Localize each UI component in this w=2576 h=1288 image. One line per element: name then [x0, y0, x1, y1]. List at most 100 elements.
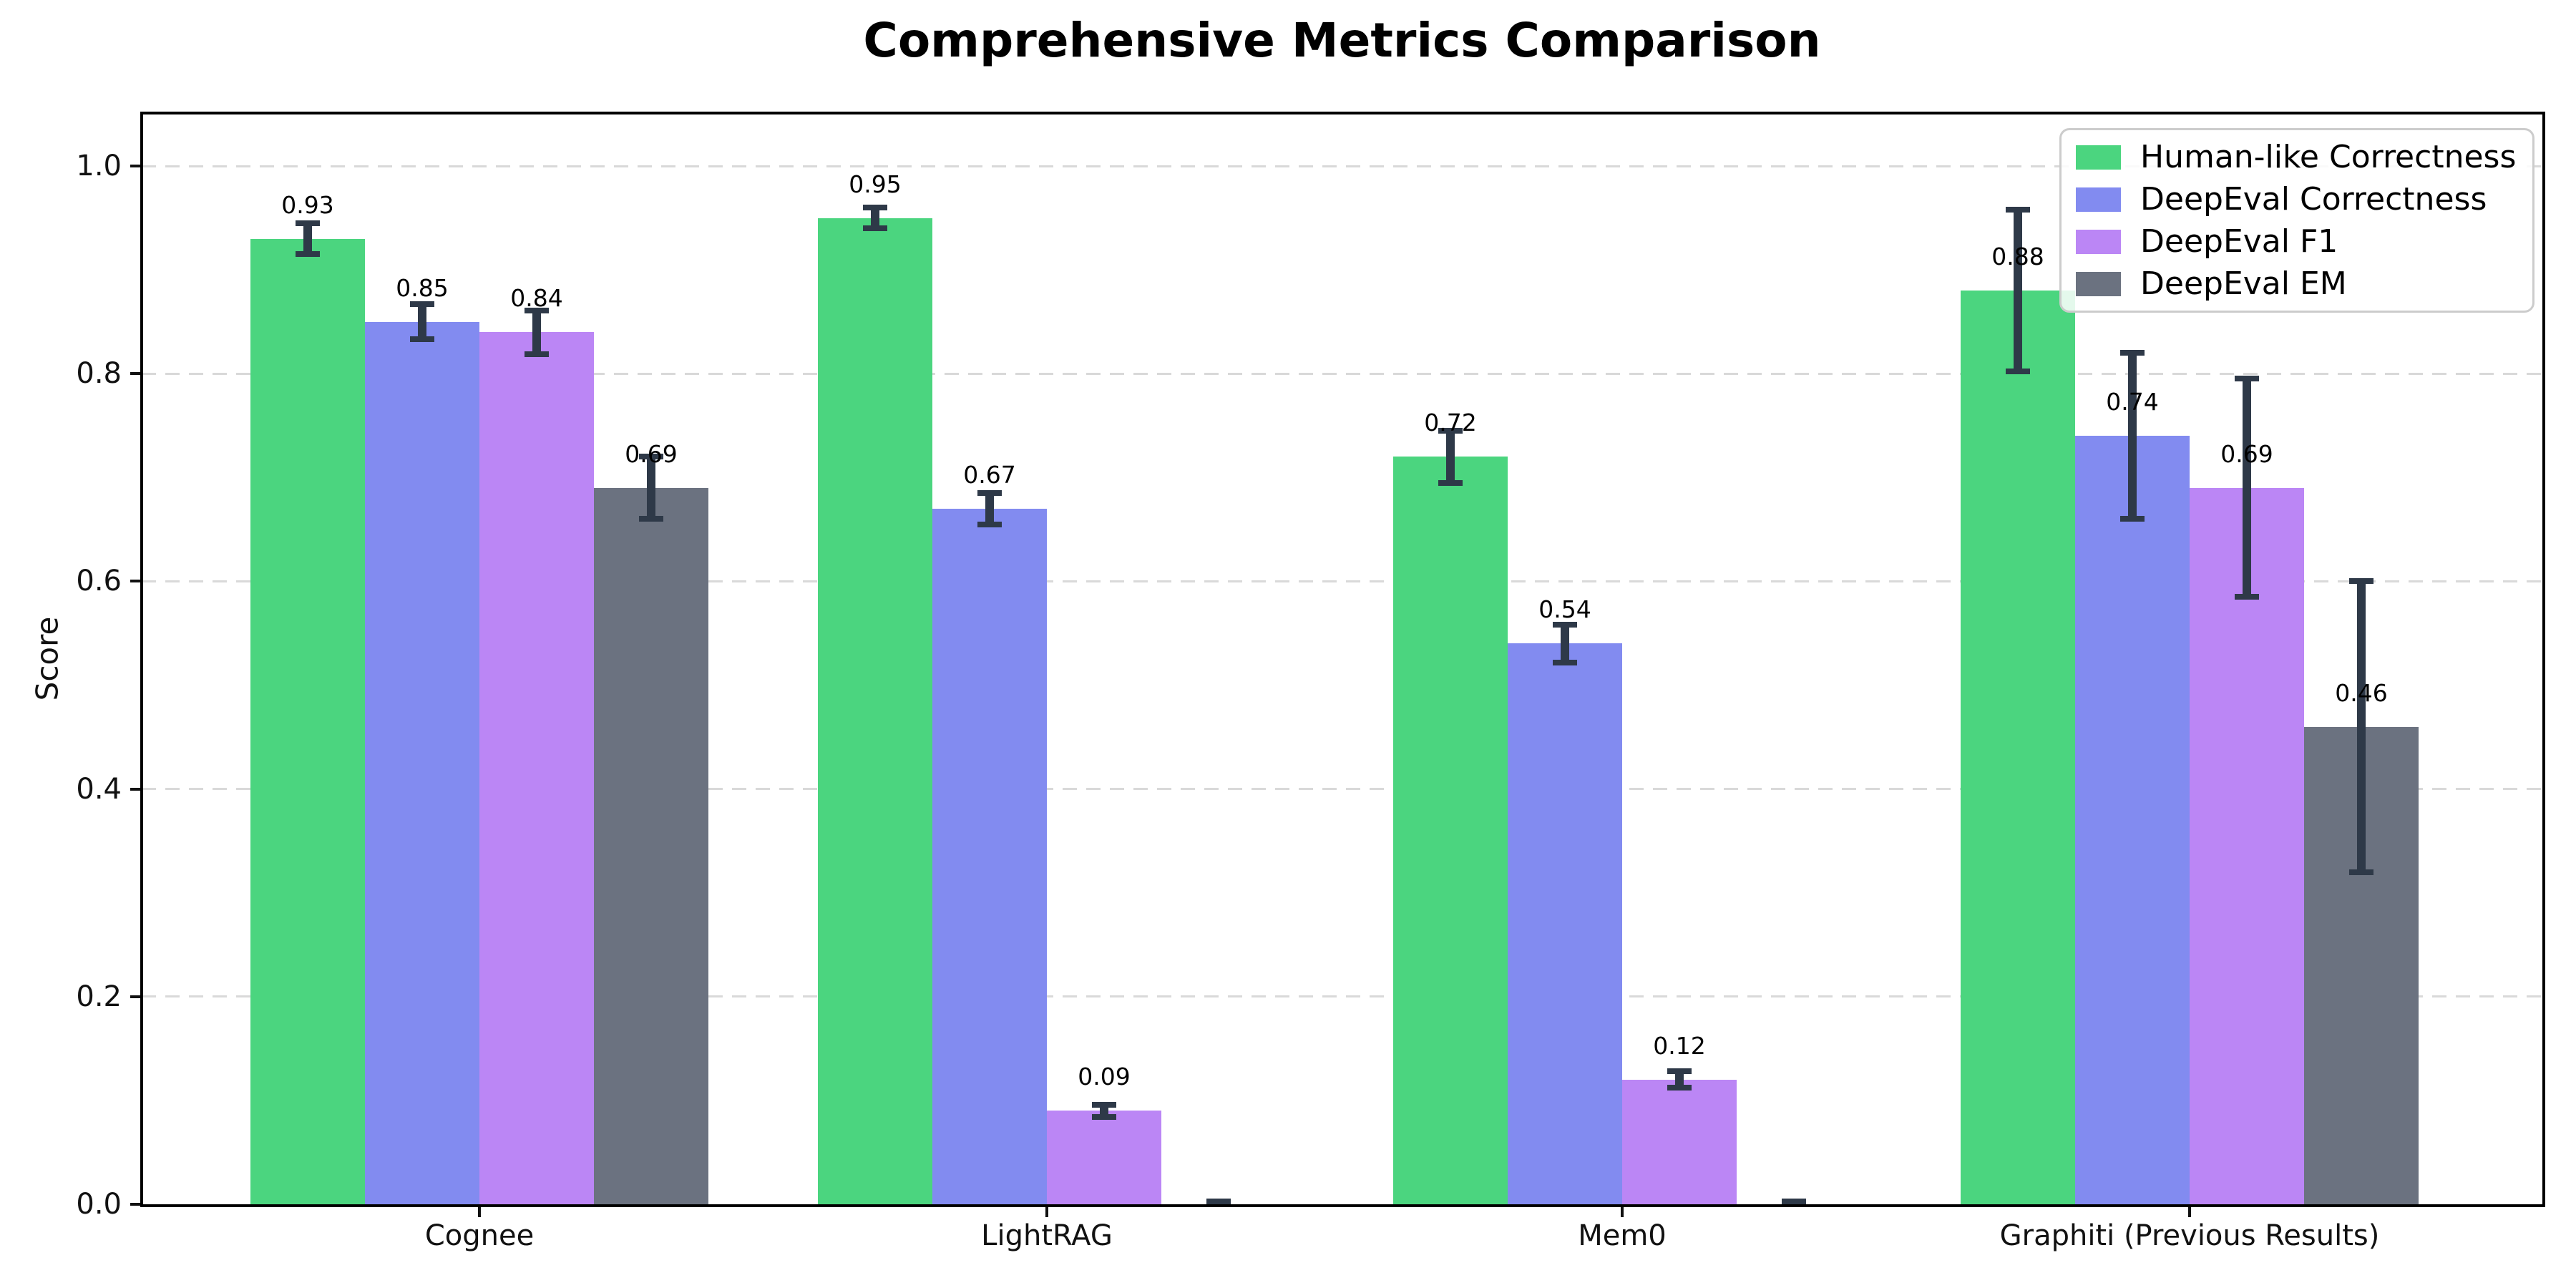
error-bar-cap-bottom [1667, 1085, 1692, 1091]
error-bar-cap-bottom [2006, 369, 2030, 375]
error-bar-cap-bottom [410, 336, 434, 343]
legend-label: DeepEval F1 [2140, 223, 2338, 260]
error-bar-cap-top [1092, 1101, 1116, 1108]
y-tick-mark [130, 165, 142, 167]
error-bar-cap-top [977, 490, 1002, 497]
error-bar-stem [1446, 431, 1455, 483]
legend-label: Human-like Correctness [2140, 139, 2517, 175]
bar [1393, 457, 1508, 1204]
y-tick-mark [130, 787, 142, 791]
error-bar-cap-bottom [639, 516, 663, 522]
x-tick-label: Cognee [424, 1219, 535, 1252]
error-bar-cap-top [1438, 428, 1463, 434]
error-bar-cap-top [2235, 376, 2259, 382]
y-tick-label: 0.0 [76, 1188, 122, 1221]
bar [1961, 291, 2075, 1204]
bar-value-label: 0.88 [1991, 243, 2044, 271]
gridline [142, 580, 2542, 582]
legend: Human-like Correctness DeepEval Correctne… [2059, 128, 2534, 313]
error-bar-cap-top [296, 220, 320, 226]
error-bar-stem [1675, 1071, 1684, 1088]
error-bar-cap-top [1206, 1198, 1231, 1204]
legend-label: DeepEval Correctness [2140, 181, 2487, 218]
bar [250, 238, 365, 1204]
legend-item: DeepEval F1 [2076, 223, 2518, 260]
bar-value-label: 0.69 [625, 439, 678, 468]
error-bar-stem [2357, 581, 2366, 872]
error-bar-cap-top [1553, 622, 1577, 628]
error-bar-cap-bottom [296, 251, 320, 258]
legend-item: DeepEval Correctness [2076, 181, 2518, 218]
bar [594, 487, 708, 1204]
error-bar-cap-top [2006, 206, 2030, 213]
legend-label: DeepEval EM [2140, 265, 2347, 302]
error-bar-cap-bottom [2235, 594, 2259, 600]
gridline [142, 165, 2542, 167]
bar-value-label: 0.12 [1653, 1031, 1706, 1060]
error-bar-cap-bottom [525, 351, 549, 357]
bar-value-label: 0.46 [2335, 678, 2388, 707]
bar-value-label: 0.72 [1424, 409, 1477, 437]
error-bar-stem [647, 457, 655, 519]
bar [932, 508, 1047, 1204]
error-bar-stem [418, 303, 426, 340]
plot-area: 0.93 0.95 0.72 0.88 0.85 0.67 0.54 0.74 0.84 0.09… [142, 113, 2542, 1204]
error-bar-cap-bottom [977, 521, 1002, 527]
bar [818, 218, 932, 1204]
chart-title: Comprehensive Metrics Comparison [863, 13, 1821, 68]
error-bar-stem [303, 223, 312, 255]
y-tick-label: 1.0 [76, 150, 122, 182]
error-bar-cap-top [863, 205, 887, 211]
legend-item: Human-like Correctness [2076, 139, 2518, 175]
error-bar-cap-top [2120, 350, 2145, 356]
error-bar-cap-top [410, 301, 434, 307]
error-bar-cap-top [1782, 1198, 1806, 1204]
bar-value-label: 0.85 [396, 273, 449, 302]
x-tick-mark [478, 1206, 481, 1217]
y-tick-mark [130, 580, 142, 583]
error-bar-stem [1561, 625, 1569, 663]
error-bar-stem [2128, 353, 2137, 519]
bar [365, 321, 479, 1204]
y-tick-label: 0.8 [76, 357, 122, 391]
x-tick-label: Mem0 [1578, 1219, 1667, 1252]
error-bar-cap-top [525, 307, 549, 313]
legend-swatch [2076, 145, 2121, 170]
error-bar-cap-bottom [1553, 659, 1577, 665]
bar-value-label: 0.69 [2220, 439, 2273, 468]
error-bar-cap-bottom [2120, 516, 2145, 522]
error-bar-stem [1100, 1104, 1108, 1118]
bar [1508, 643, 1622, 1204]
bar-value-label: 0.67 [963, 460, 1016, 489]
error-bar-cap-top [639, 454, 663, 460]
y-tick-mark [130, 372, 142, 376]
bar-value-label: 0.54 [1538, 595, 1591, 624]
bar [1047, 1111, 1161, 1204]
legend-swatch [2076, 229, 2121, 254]
error-bar-cap-top [2349, 578, 2373, 585]
gridline [142, 372, 2542, 375]
x-tick-label: LightRAG [981, 1219, 1113, 1252]
bar [1622, 1079, 1737, 1204]
error-bar-stem [985, 493, 994, 525]
y-tick-label: 0.6 [76, 565, 122, 598]
error-bar-cap-bottom [1092, 1114, 1116, 1121]
bar-value-label: 0.84 [510, 284, 563, 313]
bar [2075, 436, 2190, 1204]
x-tick-label: Graphiti (Previous Results) [1999, 1219, 2380, 1252]
legend-swatch [2076, 187, 2121, 212]
bar [2190, 487, 2304, 1204]
y-tick-mark [130, 995, 142, 998]
x-tick-mark [1621, 1206, 1624, 1217]
bar-value-label: 0.93 [281, 190, 334, 219]
error-bar-cap-bottom [1438, 479, 1463, 486]
gridline [142, 995, 2542, 998]
gridline [142, 788, 2542, 791]
bar-value-label: 0.09 [1078, 1063, 1131, 1091]
x-tick-mark [1045, 1206, 1048, 1217]
error-bar-stem [2014, 209, 2022, 372]
error-bar-stem [532, 310, 541, 354]
bar [479, 332, 594, 1204]
error-bar-cap-bottom [863, 225, 887, 232]
